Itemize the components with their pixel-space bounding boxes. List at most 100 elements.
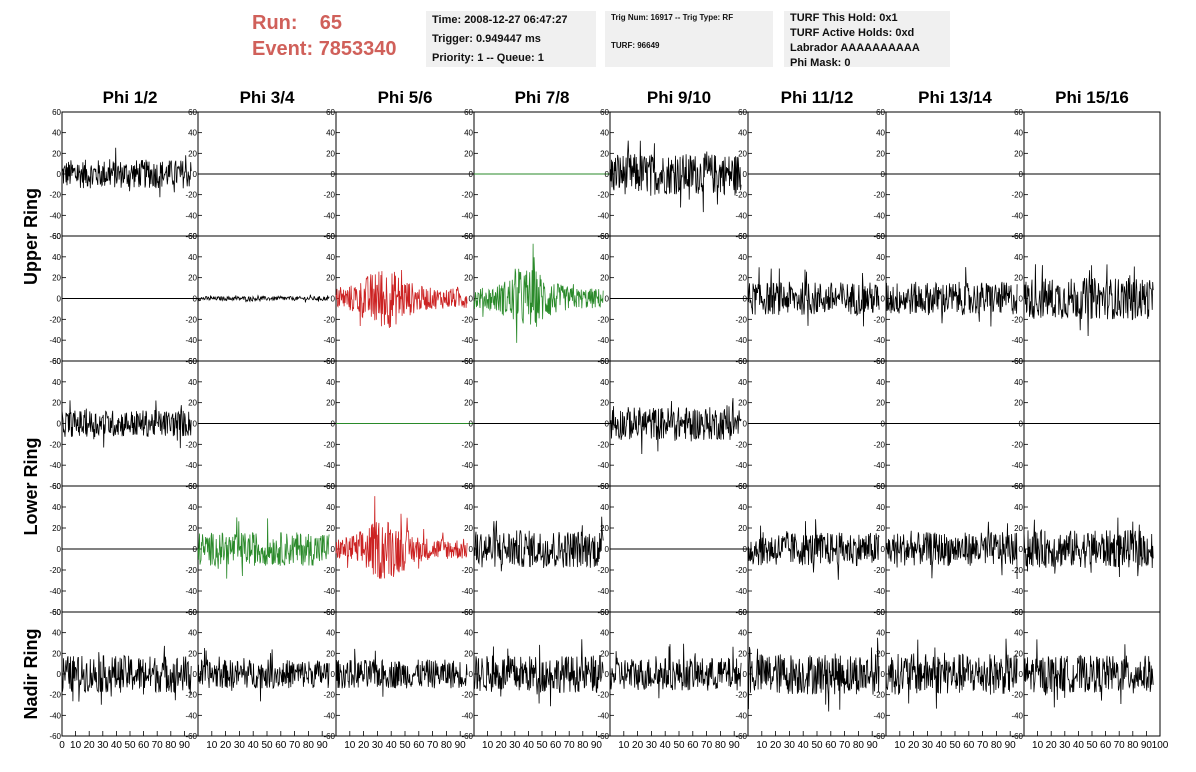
y-tick-label: -60	[461, 732, 473, 741]
y-tick-label: -40	[49, 211, 61, 220]
waveform-trace	[609, 643, 742, 699]
x-tick-label: 20	[770, 740, 782, 751]
y-tick-label: 0	[881, 420, 886, 429]
y-tick-label: 20	[1014, 274, 1023, 283]
y-tick-label: 20	[464, 524, 473, 533]
waveform-trace	[747, 637, 880, 712]
y-tick-label: -40	[49, 336, 61, 345]
waveform-trace	[885, 638, 1018, 709]
waveform-trace	[61, 147, 192, 198]
y-tick-label: 40	[876, 378, 885, 387]
y-tick-label: -20	[49, 440, 61, 449]
y-tick-label: 20	[326, 274, 335, 283]
x-tick-label: 30	[97, 740, 109, 751]
y-tick-label: 40	[188, 253, 197, 262]
y-tick-label: -20	[735, 566, 747, 575]
y-tick-label: 60	[876, 357, 885, 366]
y-tick-label: 20	[600, 274, 609, 283]
waveform-trace	[335, 648, 468, 697]
y-tick-label: 20	[600, 399, 609, 408]
y-tick-label: 20	[600, 149, 609, 158]
y-tick-label: 20	[876, 649, 885, 658]
y-tick-label: -60	[49, 608, 61, 617]
y-tick-label: 0	[469, 295, 474, 304]
y-tick-label: 60	[876, 608, 885, 617]
x-tick-label: 0	[59, 740, 65, 751]
y-tick-label: 60	[326, 232, 335, 241]
y-tick-label: 60	[52, 232, 61, 241]
trigger-text: Trigger: 0.949447 ms	[432, 33, 541, 45]
y-tick-label: 20	[876, 524, 885, 533]
column-title: Phi 15/16	[1055, 88, 1129, 107]
x-tick-label: 10	[894, 740, 906, 751]
x-tick-label: 10	[1032, 740, 1044, 751]
event-label: Event:	[252, 38, 314, 60]
x-tick-label: 90	[591, 740, 603, 751]
x-tick-label: 70	[427, 740, 439, 751]
y-tick-label: 0	[469, 170, 474, 179]
y-tick-label: 60	[876, 482, 885, 491]
y-tick-label: -60	[49, 482, 61, 491]
x-tick-label: 40	[660, 740, 672, 751]
y-tick-label: 40	[876, 253, 885, 262]
y-tick-label: 60	[188, 608, 197, 617]
y-tick-label: 60	[464, 482, 473, 491]
y-tick-label: -20	[185, 566, 197, 575]
y-tick-label: 20	[464, 649, 473, 658]
waveform-trace	[1023, 639, 1154, 708]
x-tick-label: 30	[784, 740, 796, 751]
y-tick-label: 40	[464, 378, 473, 387]
y-tick-label: 60	[464, 232, 473, 241]
x-tick-label: 10	[344, 740, 356, 751]
y-tick-label: -40	[185, 711, 197, 720]
x-tick-label: 20	[84, 740, 96, 751]
x-tick-label: 60	[413, 740, 425, 751]
y-tick-label: 40	[738, 503, 747, 512]
turf-active-holds-text: TURF Active Holds: 0xd	[790, 27, 915, 39]
y-tick-label: 0	[469, 420, 474, 429]
y-tick-label: 60	[600, 357, 609, 366]
waveform-trace	[747, 267, 880, 327]
y-tick-label: 0	[605, 170, 610, 179]
y-tick-label: 40	[52, 503, 61, 512]
y-tick-label: 0	[469, 670, 474, 679]
y-tick-label: -20	[873, 691, 885, 700]
y-tick-label: 20	[188, 524, 197, 533]
waveform-trace	[473, 243, 604, 343]
column-title: Phi 1/2	[103, 88, 158, 107]
y-tick-label: 40	[188, 503, 197, 512]
x-tick-label: 60	[138, 740, 150, 751]
y-tick-label: 60	[52, 482, 61, 491]
y-tick-label: -20	[1011, 691, 1023, 700]
y-tick-label: 60	[326, 608, 335, 617]
y-tick-label: -40	[323, 587, 335, 596]
x-tick-label: 50	[1086, 740, 1098, 751]
y-tick-label: 60	[188, 108, 197, 117]
y-tick-label: 20	[52, 399, 61, 408]
x-tick-label: 90	[729, 740, 741, 751]
y-tick-label: 20	[1014, 399, 1023, 408]
y-tick-label: -20	[873, 191, 885, 200]
y-tick-label: -40	[1011, 336, 1023, 345]
y-tick-label: 40	[326, 503, 335, 512]
y-tick-label: 0	[193, 170, 198, 179]
y-tick-label: -20	[461, 440, 473, 449]
y-tick-label: 0	[193, 545, 198, 554]
labrador-text: Labrador AAAAAAAAAA	[790, 42, 920, 54]
y-tick-label: 60	[52, 608, 61, 617]
y-tick-label: -20	[597, 315, 609, 324]
y-tick-label: 20	[1014, 649, 1023, 658]
y-tick-label: -40	[597, 211, 609, 220]
y-tick-label: 40	[188, 629, 197, 638]
x-tick-label: 40	[798, 740, 810, 751]
y-tick-label: 40	[600, 253, 609, 262]
y-tick-label: -40	[323, 711, 335, 720]
y-tick-label: 40	[1014, 378, 1023, 387]
run-event-box: Run: 65 Event: 7853340	[252, 10, 397, 62]
waveform-trace	[335, 269, 468, 328]
y-tick-label: 20	[464, 149, 473, 158]
x-tick-label: 80	[715, 740, 727, 751]
y-tick-label: -20	[323, 440, 335, 449]
trig-num-text: Trig Num: 16917 -- Trig Type: RF	[611, 13, 734, 22]
waveform-trace	[473, 639, 604, 707]
